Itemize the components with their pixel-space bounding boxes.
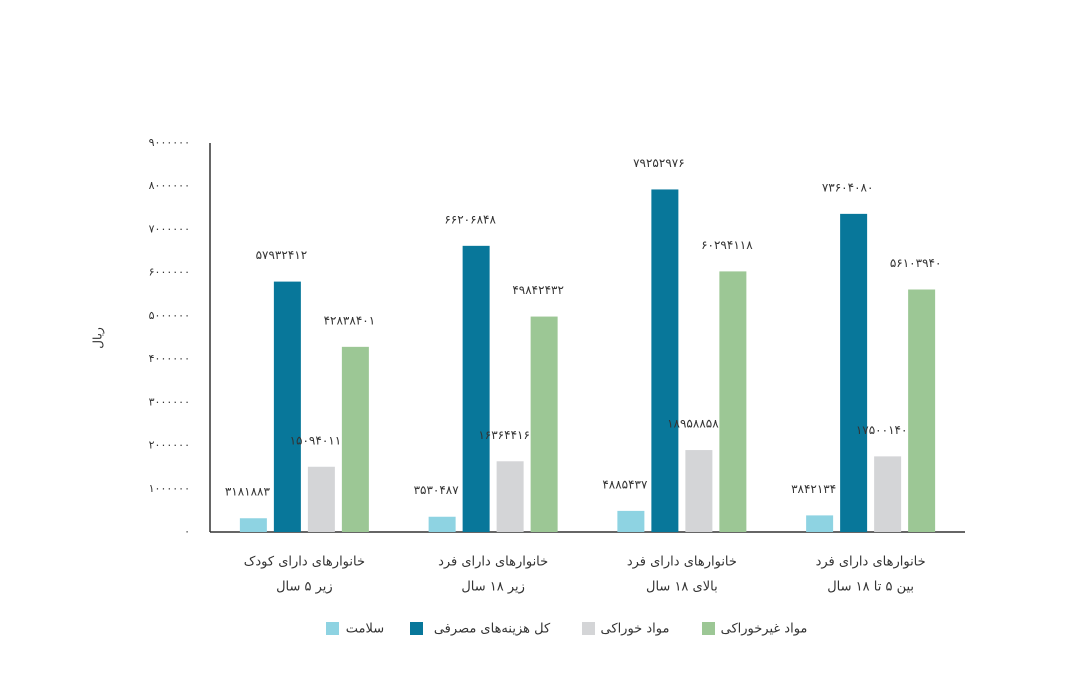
bar <box>239 518 267 532</box>
legend-label: سلامت <box>346 622 384 637</box>
bar <box>428 516 456 532</box>
legend-swatch <box>702 622 715 635</box>
bar <box>462 245 490 532</box>
bar <box>651 189 679 532</box>
y-tick-label: ۱۰۰۰۰۰۰ <box>149 482 190 495</box>
value-label: ۶۰۲۹۴۱۱۸ <box>701 238 753 252</box>
value-label: ۱۶۳۶۴۴۱۶ <box>478 428 530 442</box>
y-tick-label: ۴۰۰۰۰۰۰ <box>149 352 190 365</box>
value-label: ۳۵۳۰۴۸۷ <box>414 483 460 497</box>
bar <box>806 515 834 532</box>
x-tick-label: بین ۵ تا ۱۸ سال <box>827 580 914 595</box>
y-axis-label: ریال <box>91 327 106 349</box>
bar <box>341 346 369 532</box>
x-tick-label: بالای ۱۸ سال <box>646 580 718 595</box>
legend-swatch <box>410 622 423 635</box>
bar <box>496 461 524 532</box>
y-tick-label: ۲۰۰۰۰۰۰ <box>149 439 190 452</box>
bar <box>874 456 902 532</box>
y-tick-label: ۸۰۰۰۰۰۰ <box>149 179 190 192</box>
value-label: ۶۶۲۰۶۸۴۸ <box>444 212 496 226</box>
x-tick-label: خانوارهای دارای فرد <box>627 555 737 570</box>
value-label: ۳۸۴۲۱۳۴ <box>791 482 836 496</box>
value-label: ۷۹۲۵۲۹۷۶ <box>633 156 685 170</box>
y-tick-label: ۳۰۰۰۰۰۰ <box>149 395 190 408</box>
y-tick-label: ۷۰۰۰۰۰۰ <box>149 222 190 235</box>
legend-swatch <box>582 622 595 635</box>
value-label: ۴۹۸۴۲۴۳۲ <box>512 283 564 297</box>
bar <box>685 450 713 532</box>
value-label: ۳۱۸۱۸۸۳ <box>225 485 271 499</box>
bar <box>719 271 747 532</box>
legend-label: مواد غیرخوراکی <box>721 622 808 637</box>
value-label: ۷۳۶۰۴۰۸۰ <box>822 180 874 194</box>
y-tick-label: ۰ <box>184 525 190 538</box>
bar <box>617 510 645 532</box>
bar <box>908 289 936 532</box>
x-tick-label: خانوارهای دارای فرد <box>816 555 926 570</box>
x-tick-label: زیر ۱۸ سال <box>461 580 525 595</box>
legend-label: مواد خوراکی <box>601 622 670 637</box>
value-label: ۴۲۸۳۸۴۰۱ <box>324 313 376 327</box>
value-label: ۱۷۵۰۰۱۴۰ <box>856 423 908 437</box>
value-label: ۱۸۹۵۸۸۵۸ <box>667 417 719 431</box>
value-label: ۵۷۹۳۲۴۱۲ <box>256 248 308 262</box>
value-label: ۱۵۰۹۴۰۱۱ <box>290 433 342 447</box>
bar <box>840 213 868 532</box>
bar <box>273 281 301 532</box>
y-tick-label: ۹۰۰۰۰۰۰ <box>149 136 190 149</box>
x-tick-label: خانوارهای دارای فرد <box>438 555 548 570</box>
value-label: ۴۸۸۵۴۳۷ <box>602 477 648 491</box>
y-tick-label: ۵۰۰۰۰۰۰ <box>149 309 190 322</box>
bar <box>307 466 335 532</box>
x-tick-label: خانوارهای دارای کودک <box>244 555 365 570</box>
bar <box>530 316 558 532</box>
value-label: ۵۶۱۰۳۹۴۰ <box>890 256 942 270</box>
legend-swatch <box>326 622 339 635</box>
y-tick-label: ۶۰۰۰۰۰۰ <box>149 266 190 279</box>
x-tick-label: زیر ۵ سال <box>276 580 333 595</box>
legend-label: کل هزینه‌های مصرفی <box>434 622 551 637</box>
